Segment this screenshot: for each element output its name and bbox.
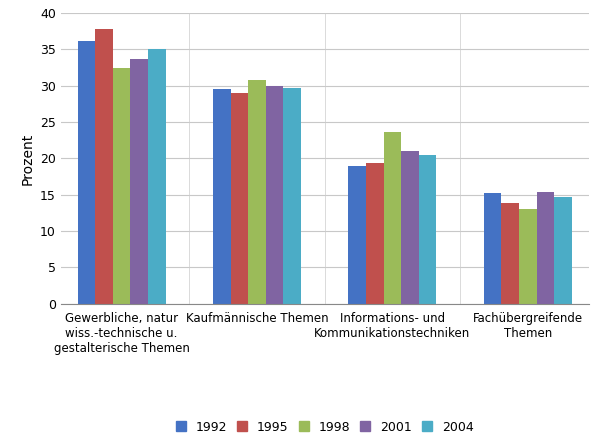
Bar — [113, 68, 131, 304]
Bar — [248, 80, 266, 304]
Bar — [554, 197, 572, 304]
Bar — [519, 209, 537, 304]
Bar — [419, 155, 436, 304]
Bar — [484, 193, 501, 304]
Bar — [231, 93, 248, 304]
Bar — [366, 164, 384, 304]
Bar — [95, 29, 113, 304]
Bar — [283, 88, 301, 304]
Bar — [213, 89, 231, 304]
Y-axis label: Prozent: Prozent — [21, 132, 35, 184]
Bar — [501, 203, 519, 304]
Bar — [266, 86, 283, 304]
Bar — [148, 49, 166, 304]
Bar — [78, 41, 95, 304]
Legend: 1992, 1995, 1998, 2001, 2004: 1992, 1995, 1998, 2001, 2004 — [175, 421, 474, 434]
Bar — [537, 192, 554, 304]
Bar — [401, 151, 419, 304]
Bar — [384, 132, 401, 304]
Bar — [348, 166, 366, 304]
Bar — [131, 59, 148, 304]
